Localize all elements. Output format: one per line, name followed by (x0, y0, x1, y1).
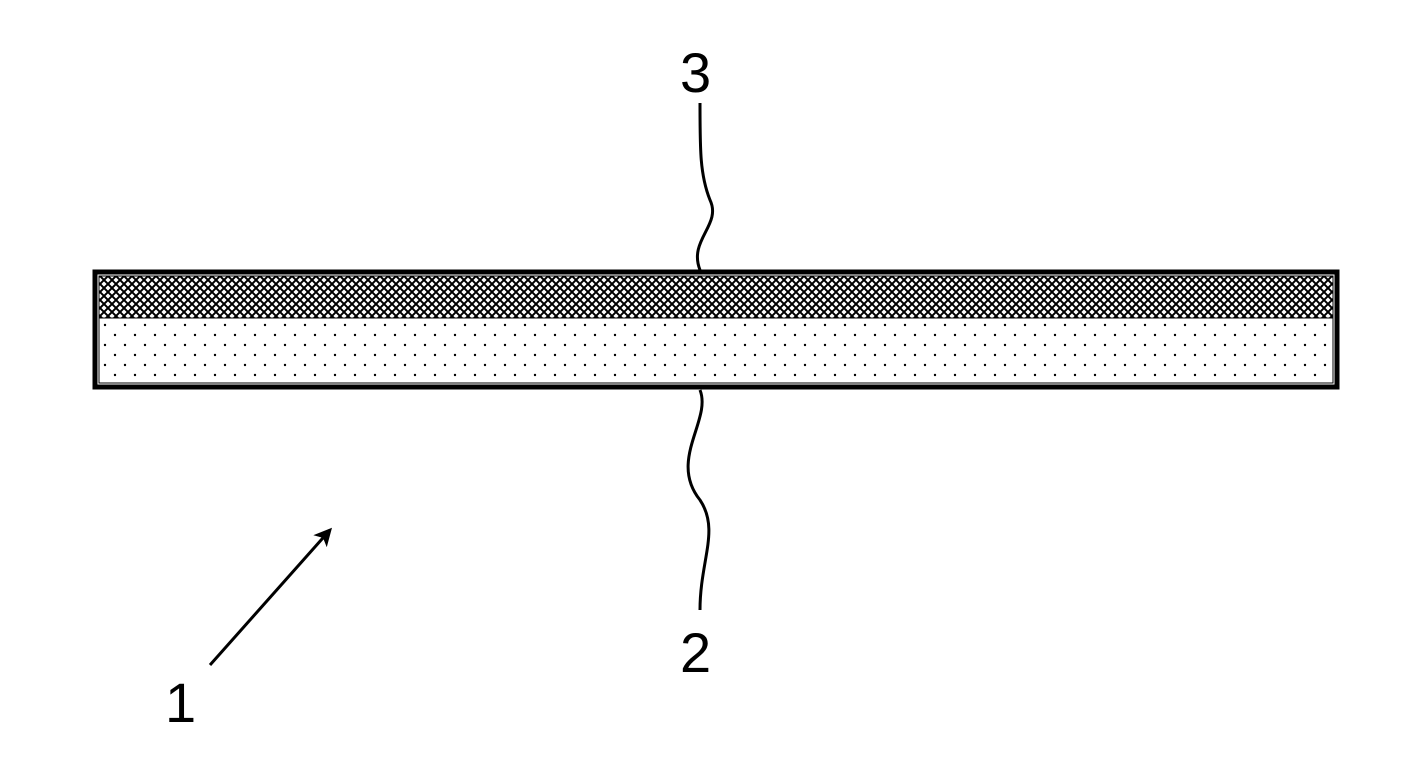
layer-3 (99, 276, 1333, 318)
leader-to-3 (697, 103, 712, 270)
leader-to-2 (688, 390, 709, 610)
diagram-svg (0, 0, 1428, 761)
layer-2 (99, 318, 1333, 383)
label-1: 1 (165, 670, 196, 735)
arrow-1 (210, 530, 330, 665)
label-2: 2 (680, 620, 711, 685)
label-3: 3 (680, 40, 711, 105)
